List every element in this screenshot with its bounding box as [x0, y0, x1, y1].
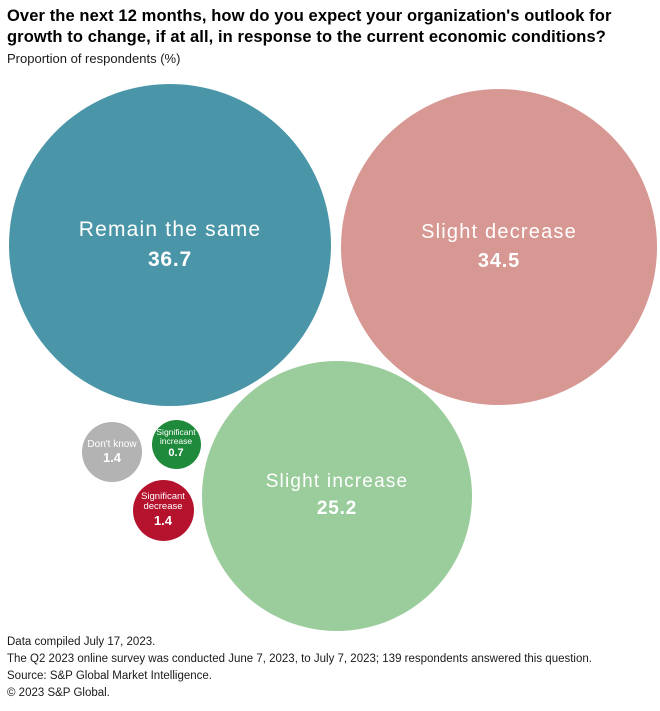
- chart-header: Over the next 12 months, how do you expe…: [7, 6, 655, 66]
- bubble-significant-decrease: Significant decrease 1.4: [132, 479, 194, 541]
- chart-title: Over the next 12 months, how do you expe…: [7, 7, 612, 47]
- bubble-value: 1.4: [153, 512, 173, 528]
- bubble-slight-decrease: Slight decrease 34.5: [341, 89, 657, 405]
- chart-subtitle: Proportion of respondents (%): [7, 51, 181, 67]
- bubble-label: Slight increase: [265, 471, 409, 493]
- footnote-line: © 2023 S&P Global.: [7, 687, 110, 699]
- bubble-value: 1.4: [102, 449, 122, 465]
- bubble-label: Significant decrease: [141, 490, 185, 513]
- footnote-line: Data compiled July 17, 2023.: [7, 636, 156, 648]
- chart-footnotes: Data compiled July 17, 2023. The Q2 2023…: [7, 634, 655, 702]
- bubble-remain-the-same: Remain the same 36.7: [9, 84, 331, 406]
- bubble-label: Don't know: [87, 438, 137, 450]
- bubble-value: 0.7: [168, 446, 184, 459]
- bubble-label: Slight decrease: [421, 221, 577, 243]
- bubble-slight-increase: Slight increase 25.2: [202, 361, 472, 631]
- bubble-value: 25.2: [316, 498, 358, 520]
- footnote-line: The Q2 2023 online survey was conducted …: [7, 653, 592, 665]
- bubble-label: Remain the same: [78, 217, 262, 241]
- bubble-label: Significant increase: [156, 427, 196, 447]
- bubble-value: 36.7: [147, 247, 193, 271]
- bubble-dont-know: Don't know 1.4: [82, 422, 142, 482]
- bubble-significant-increase: Significant increase 0.7: [151, 419, 201, 469]
- footnote-line: Source: S&P Global Market Intelligence.: [7, 670, 212, 682]
- bubble-value: 34.5: [477, 250, 521, 272]
